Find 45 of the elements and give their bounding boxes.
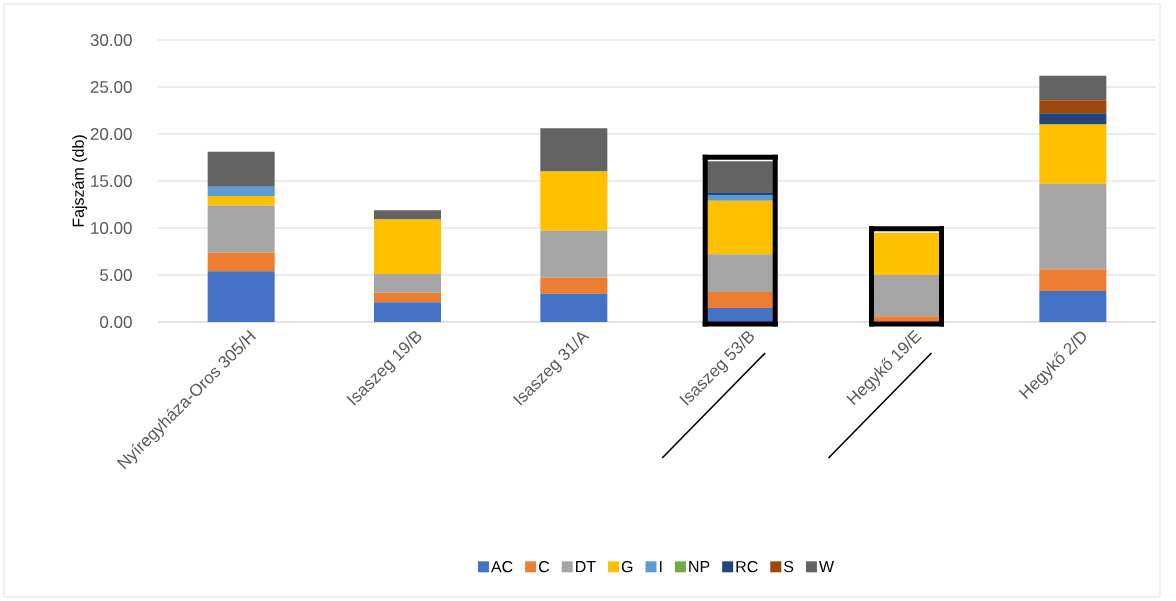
y-tick-label: 20.00 [90,127,132,141]
bar [207,186,275,197]
y-axis-title: Fajszám (db) [71,135,88,227]
bar [1039,100,1107,114]
bar [374,292,441,303]
bar [207,252,275,272]
legend-label: I [659,561,662,573]
legend-label: RC [736,560,758,573]
bar [1039,124,1107,184]
bar [374,219,441,275]
bar [540,277,608,294]
bar [540,128,608,172]
legend-label: S [784,560,794,573]
bar [1039,290,1107,322]
bar [207,151,275,187]
legend-label: DT [576,561,596,573]
y-tick-label: 0.00 [100,315,132,329]
bar [374,210,441,220]
bar [706,254,774,292]
bar [706,195,774,201]
y-tick-label: 30.00 [90,33,132,47]
bar [207,196,275,206]
bar [1039,269,1107,291]
legend-label: G [621,560,633,573]
bar [374,302,441,322]
bar [207,271,275,322]
bar [540,171,608,231]
legend-label: C [538,560,550,573]
y-tick-label: 15.00 [91,174,132,188]
bar [706,200,774,255]
bar [706,291,774,308]
bar [1039,113,1107,125]
bar [540,293,608,322]
legend-label: AC [490,560,513,573]
bar [374,274,441,293]
bar [1039,183,1107,270]
y-tick-label: 25.00 [90,80,132,94]
y-tick-label: 10.00 [91,221,132,235]
bar [706,192,774,196]
bar [207,205,275,253]
legend-label: NP [689,561,710,573]
bar [1039,75,1107,101]
y-tick-label: 5.00 [100,268,132,282]
bar [540,230,608,278]
legend-label: W [819,561,834,573]
